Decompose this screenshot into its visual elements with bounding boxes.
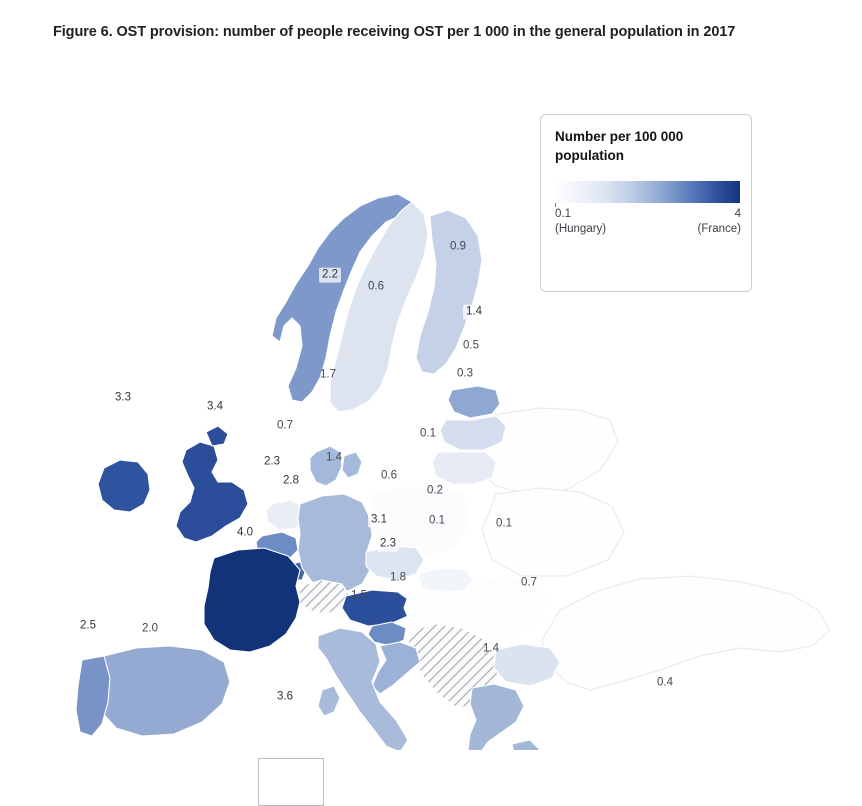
map-svg <box>75 193 831 750</box>
region-austria <box>341 589 413 627</box>
page-title: Figure 6. OST provision: number of peopl… <box>53 24 736 40</box>
region-estonia <box>447 385 501 419</box>
region-ireland <box>97 459 151 513</box>
region-hungary <box>403 589 477 633</box>
region-lithuania <box>431 451 497 485</box>
region-slovakia <box>417 567 475 595</box>
region-sweden <box>329 201 429 413</box>
region-finland <box>415 209 483 375</box>
legend-min-tick <box>555 203 556 207</box>
legend-max-country: (France) <box>697 223 741 235</box>
legend-gradient-bar <box>555 181 740 203</box>
region-germany <box>297 493 373 593</box>
legend-min-value: 0.1 <box>555 208 571 220</box>
region-greece <box>467 683 541 750</box>
region-united-kingdom <box>175 425 249 543</box>
region-netherlands <box>265 499 305 531</box>
malta-inset-box <box>258 758 324 806</box>
region-romania <box>465 577 549 641</box>
region-outline-ukraine <box>481 487 625 577</box>
region-poland <box>369 485 471 557</box>
map-legend: Number per 100 000 population 0.1 4 (Hun… <box>540 114 752 292</box>
region-croatia <box>371 641 421 695</box>
legend-scale-values: 0.1 4 <box>555 207 741 223</box>
region-czechia <box>365 545 425 581</box>
region-norway <box>271 193 413 403</box>
region-bulgaria <box>493 643 561 687</box>
region-denmark <box>309 445 363 487</box>
region-outline-turkey <box>541 575 831 691</box>
region-italy <box>317 627 409 750</box>
legend-min-country: (Hungary) <box>555 223 607 235</box>
region-france <box>203 547 301 653</box>
legend-scale-countries: (Hungary) (France) <box>555 222 741 238</box>
region-latvia <box>439 415 507 451</box>
legend-max-value: 4 <box>734 208 741 220</box>
region-spain <box>95 645 231 737</box>
legend-title: Number per 100 000 population <box>555 129 684 163</box>
region-portugal <box>75 655 111 737</box>
